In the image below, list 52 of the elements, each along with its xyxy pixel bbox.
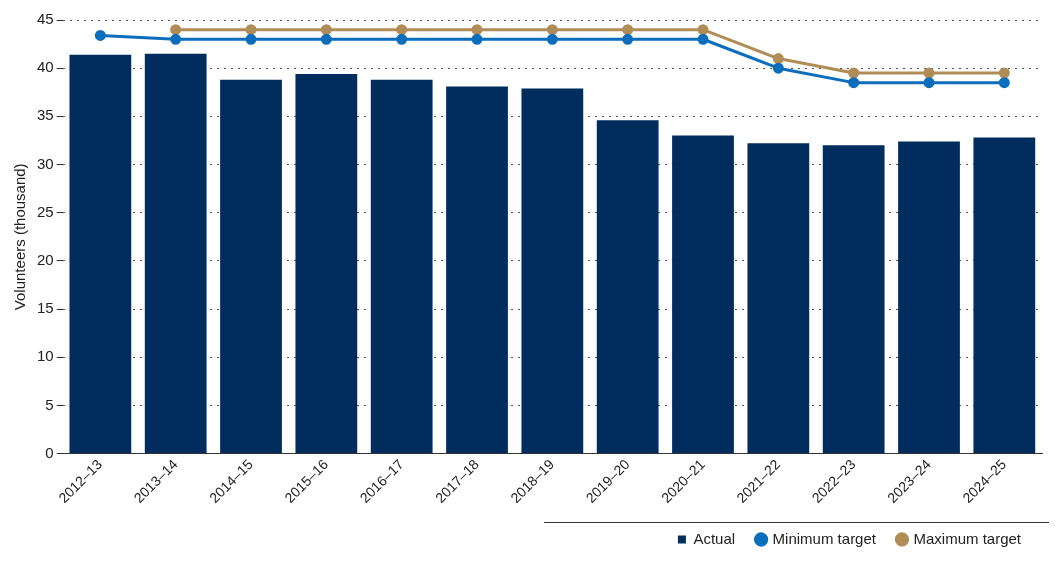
- point: [848, 77, 860, 89]
- y-tick-label: 0: [45, 443, 54, 461]
- legend-label: Maximum target: [913, 529, 1022, 547]
- y-tick-label: 25: [37, 202, 54, 220]
- point: [320, 24, 332, 36]
- legend-label: Actual: [693, 529, 736, 547]
- bar: [973, 137, 1036, 454]
- point: [471, 24, 483, 36]
- bar: [69, 54, 132, 454]
- point: [848, 67, 860, 79]
- point: [772, 53, 784, 65]
- point: [772, 62, 784, 74]
- y-tick-label: 30: [37, 154, 54, 172]
- bar: [370, 79, 433, 454]
- point: [396, 33, 408, 45]
- y-tick-label: 15: [37, 299, 54, 317]
- point: [697, 24, 709, 36]
- legend-label: Minimum target: [772, 529, 877, 547]
- y-tick-label: 10: [37, 347, 54, 365]
- y-tick-label: 40: [37, 58, 54, 76]
- point: [170, 33, 182, 45]
- y-axis-title: Volunteers (thousand): [11, 163, 29, 311]
- bar: [521, 88, 584, 454]
- point: [998, 67, 1010, 79]
- point: [546, 24, 558, 36]
- bar: [144, 53, 207, 454]
- point: [697, 33, 709, 45]
- y-tick-label: 20: [37, 251, 54, 269]
- y-tick-label: 5: [45, 395, 54, 413]
- point: [94, 29, 106, 41]
- bar: [220, 79, 282, 454]
- point: [923, 67, 935, 79]
- point: [622, 24, 634, 36]
- y-tick-label: 35: [37, 106, 54, 124]
- bar: [295, 73, 358, 454]
- point: [320, 33, 332, 45]
- y-tick-label: 45: [37, 10, 54, 28]
- bar: [596, 120, 659, 454]
- point: [245, 24, 257, 36]
- point: [396, 24, 408, 36]
- bar: [747, 143, 810, 454]
- bar: [898, 141, 960, 454]
- bar: [672, 135, 734, 454]
- bar: [446, 86, 508, 454]
- point: [170, 24, 182, 36]
- point: [998, 77, 1010, 89]
- point: [622, 33, 634, 45]
- point: [546, 33, 558, 45]
- point: [923, 77, 935, 89]
- bar: [822, 145, 885, 454]
- point: [245, 33, 257, 45]
- point: [471, 33, 483, 45]
